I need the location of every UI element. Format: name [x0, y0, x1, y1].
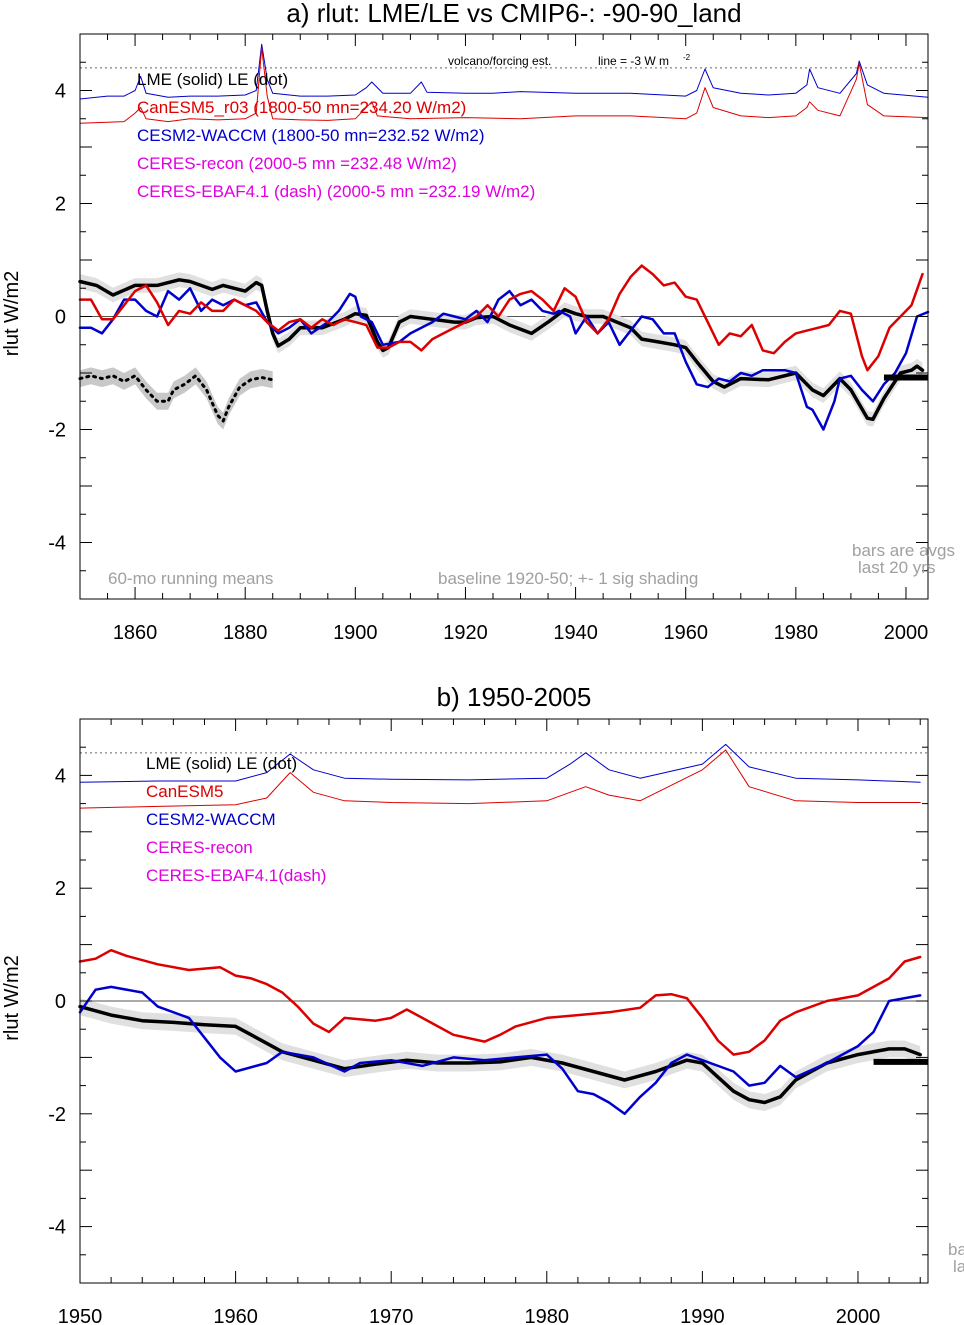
y-tick-label: -4 [48, 1217, 66, 1239]
x-tick-label: 1920 [443, 622, 488, 644]
x-tick-label: 1950 [58, 1306, 103, 1325]
series-4-line [78, 948, 922, 1056]
y-tick-label: -2 [48, 420, 66, 442]
series-2-line [78, 278, 925, 422]
legend-entry-4: CERES-EBAF4.1 (dash) (2000-5 mn =232.19 … [137, 182, 535, 201]
panel-a: a) rlut: LME/LE vs CMIP6-: -90-90_land -4… [1, 0, 955, 644]
legend-entry-3: CERES-recon [146, 838, 253, 857]
x-tick-label: 1980 [525, 1306, 570, 1325]
series-1-line [79, 749, 921, 809]
y-tick-label: -4 [48, 533, 66, 555]
x-tick-label: 1940 [553, 622, 598, 644]
legend-entry-0: LME (solid) LE (dot) [137, 70, 288, 89]
annotation-last-20: la [953, 1257, 964, 1276]
annotation-line-sup: -2 [683, 53, 691, 62]
y-axis-label: rlut W/m2 [1, 271, 23, 357]
series-5-line [78, 264, 924, 372]
series-1-line [79, 47, 929, 124]
series-2-line [78, 1004, 922, 1105]
x-tick-label: 1990 [680, 1306, 725, 1325]
y-tick-label: 2 [55, 194, 66, 216]
x-tick-label: 1960 [213, 1306, 258, 1325]
legend-entry-0: LME (solid) LE (dot) [146, 754, 297, 773]
annotation-bars-avgs: bars are avgs [852, 541, 955, 560]
legend-entry-2: CESM2-WACCM (1800-50 mn=232.52 W/m2) [137, 126, 485, 145]
x-tick-label: 1970 [369, 1306, 414, 1325]
series-2-band [80, 998, 921, 1111]
x-tick-label: 1880 [223, 622, 268, 644]
series-0-line [79, 743, 921, 783]
series-3-line [78, 985, 922, 1116]
chart-title: a) rlut: LME/LE vs CMIP6-: -90-90_land [286, 0, 741, 28]
x-tick-label: 1980 [774, 622, 819, 644]
x-tick-label: 1960 [663, 622, 708, 644]
chart-title: b) 1950-2005 [437, 682, 592, 712]
panel-b: b) 1950-2005 -4 -2 0 2 4 1950 1960 1970 1980 1990 2… [1, 682, 964, 1325]
annotation-baseline: baseline 1920-50; +- 1 sig shading [438, 569, 698, 588]
y-axis-label: rlut W/m2 [1, 955, 23, 1041]
y-tick-label: 0 [55, 307, 66, 329]
legend-entry-4: CERES-EBAF4.1(dash) [146, 866, 326, 885]
annotation-running-means: 60-mo running means [108, 569, 273, 588]
annotation-last-20: last 20 yrs [858, 558, 935, 577]
series-3-line [78, 374, 275, 423]
y-tick-label: 0 [55, 991, 66, 1013]
series-0-line [79, 43, 929, 100]
legend-entry-3: CERES-recon (2000-5 mn =232.48 W/m2) [137, 154, 457, 173]
x-tick-label: 1860 [113, 622, 158, 644]
y-tick-label: 2 [55, 878, 66, 900]
y-tick-label: 4 [55, 81, 66, 103]
x-tick-label: 2000 [836, 1306, 881, 1325]
annotation-line: line = -3 W m [598, 54, 669, 68]
annotation-bars-avgs: ba [948, 1240, 964, 1259]
legend-entry-2: CESM2-WACCM [146, 810, 276, 829]
legend-entry-1: CanESM5 [146, 782, 223, 801]
x-tick-label: 2000 [884, 622, 929, 644]
series-2-band [80, 272, 923, 427]
legend-entry-1: CanESM5_r03 (1800-50 mn=234.20 W/m2) [137, 98, 466, 117]
x-tick-label: 1900 [333, 622, 378, 644]
y-tick-label: 4 [55, 765, 66, 787]
annotation-volcano: volcano/forcing est. [448, 54, 551, 68]
y-tick-label: -2 [48, 1104, 66, 1126]
